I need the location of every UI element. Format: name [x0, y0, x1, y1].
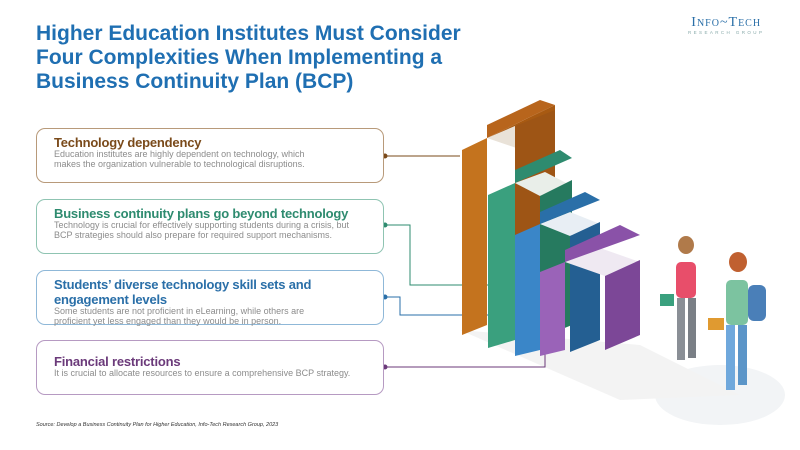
card-body: Technology is crucial for effectively su…	[54, 220, 349, 240]
complexity-card-beyond-technology: Business continuity plans go beyond tech…	[36, 199, 384, 254]
card-heading: Technology dependency	[54, 135, 202, 150]
card-body: Education institutes are highly dependen…	[54, 149, 305, 169]
page-title: Higher Education Institutes Must Conside…	[36, 22, 461, 93]
source-note: Source: Develop a Business Continuity Pl…	[36, 422, 279, 428]
student-boy	[708, 252, 766, 390]
complexity-card-financial: Financial restrictions It is crucial to …	[36, 340, 384, 395]
card-heading: Business continuity plans go beyond tech…	[54, 206, 349, 221]
card-heading: Financial restrictions	[54, 354, 181, 369]
card-heading: Students’ diverse technology skill sets …	[54, 277, 312, 307]
book-purple	[540, 225, 640, 356]
card-body: It is crucial to allocate resources to e…	[54, 368, 351, 378]
info-tech-logo: Info~Tech RESEARCH GROUP	[688, 15, 765, 35]
complexity-card-student-skills: Students’ diverse technology skill sets …	[36, 270, 384, 325]
connector-2	[385, 224, 490, 286]
connector-3	[385, 296, 518, 316]
complexity-card-technology-dependency: Technology dependency Education institut…	[36, 128, 384, 183]
card-body: Some students are not proficient in eLea…	[54, 306, 305, 326]
student-girl	[660, 236, 696, 360]
